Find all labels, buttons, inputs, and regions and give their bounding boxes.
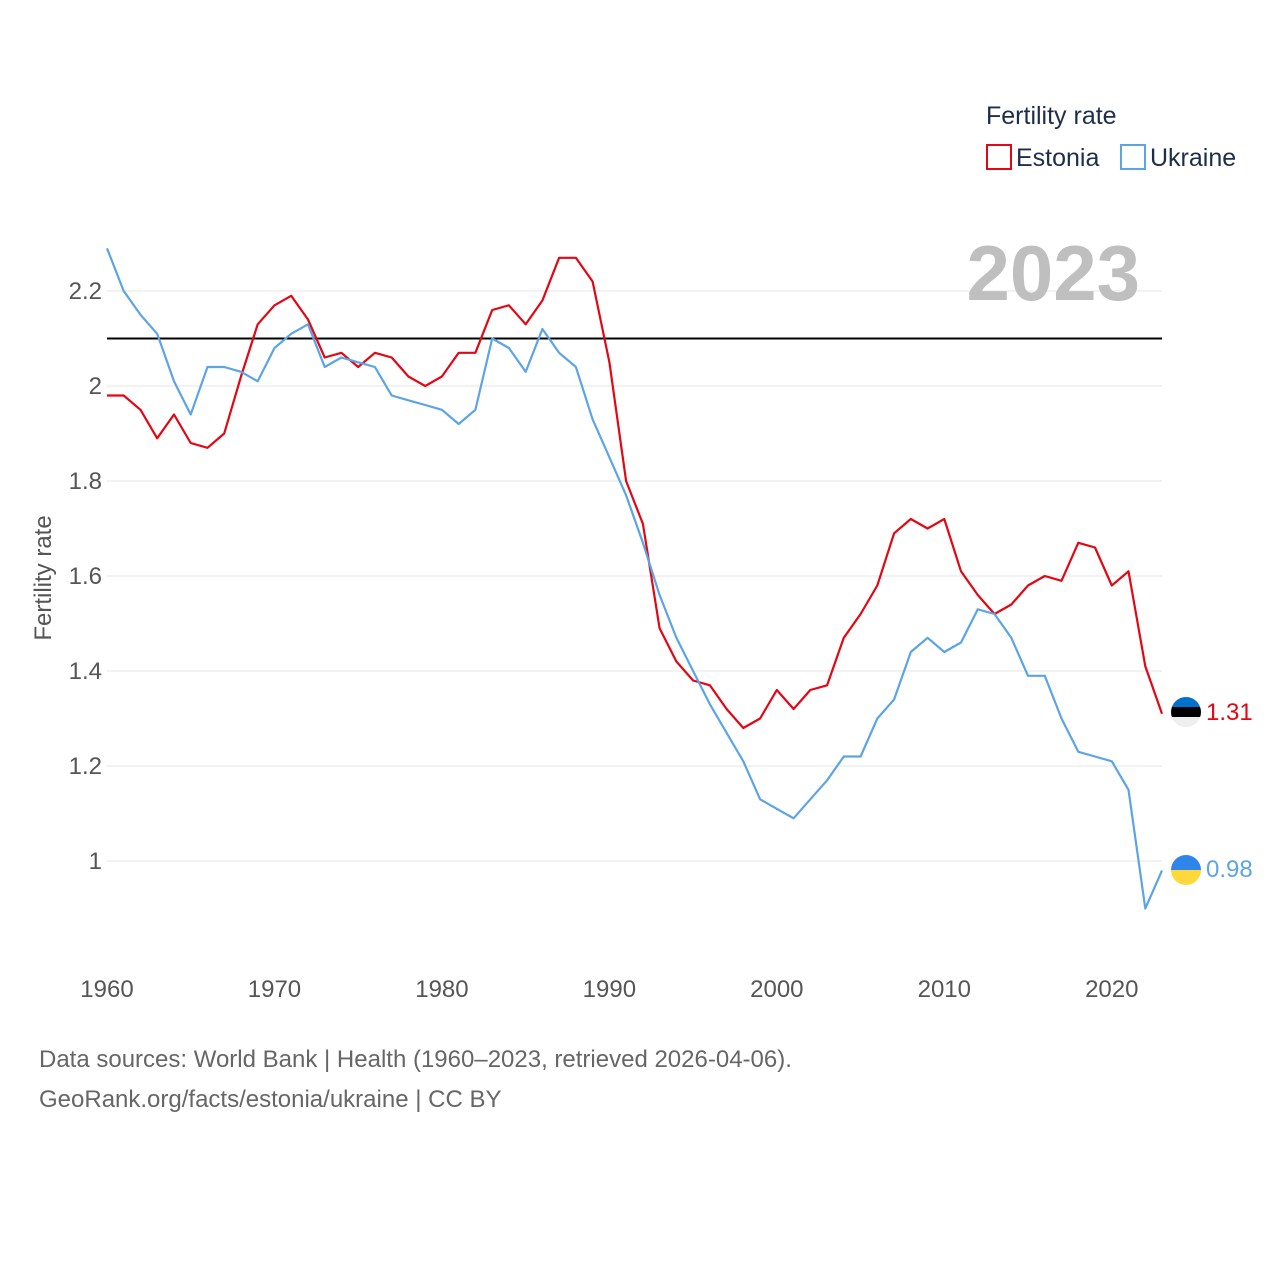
year-label: 2023 bbox=[966, 229, 1140, 317]
flag-estonia-icon bbox=[1171, 697, 1201, 727]
legend-label-estonia: Estonia bbox=[1016, 144, 1099, 172]
x-tick-label: 2020 bbox=[1085, 976, 1138, 1003]
attribution-line: GeoRank.org/facts/estonia/ukraine | CC B… bbox=[39, 1086, 502, 1113]
y-tick-label: 1.6 bbox=[69, 563, 102, 590]
x-tick-label: 1960 bbox=[80, 976, 133, 1003]
series-lines bbox=[105, 247, 1164, 910]
legend: Fertility rate Estonia Ukraine bbox=[986, 102, 1236, 172]
legend-swatch-estonia bbox=[986, 144, 1012, 170]
gridlines bbox=[107, 290, 1162, 862]
legend-swatch-ukraine bbox=[1120, 144, 1146, 170]
y-tick-label: 1 bbox=[89, 848, 102, 875]
series-line-estonia bbox=[107, 256, 1164, 730]
series-line-ukraine bbox=[105, 247, 1164, 910]
x-tick-label: 2010 bbox=[918, 976, 971, 1003]
x-tick-label: 2000 bbox=[750, 976, 803, 1003]
source-line: Data sources: World Bank | Health (1960–… bbox=[39, 1046, 792, 1073]
x-axis-ticks: 1960 1970 1980 1990 2000 2010 2020 bbox=[80, 976, 1138, 1003]
end-value-estonia: 1.31 bbox=[1206, 699, 1253, 726]
y-axis-title: Fertility rate bbox=[30, 515, 57, 640]
y-tick-label: 1.8 bbox=[69, 468, 102, 495]
x-tick-label: 1970 bbox=[248, 976, 301, 1003]
source-note: Data sources: World Bank | Health (1960–… bbox=[39, 1040, 792, 1120]
x-tick-label: 1980 bbox=[415, 976, 468, 1003]
flag-ukraine-icon bbox=[1171, 855, 1201, 885]
y-tick-label: 1.4 bbox=[69, 658, 102, 685]
x-tick-label: 1990 bbox=[583, 976, 636, 1003]
y-tick-label: 1.2 bbox=[69, 753, 102, 780]
y-tick-label: 2 bbox=[89, 373, 102, 400]
y-tick-label: 2.2 bbox=[69, 278, 102, 305]
legend-title: Fertility rate bbox=[986, 102, 1117, 130]
legend-label-ukraine: Ukraine bbox=[1150, 144, 1236, 172]
end-value-ukraine: 0.98 bbox=[1206, 856, 1253, 883]
y-axis-ticks: 1 1.2 1.4 1.6 1.8 2 2.2 bbox=[69, 278, 102, 875]
